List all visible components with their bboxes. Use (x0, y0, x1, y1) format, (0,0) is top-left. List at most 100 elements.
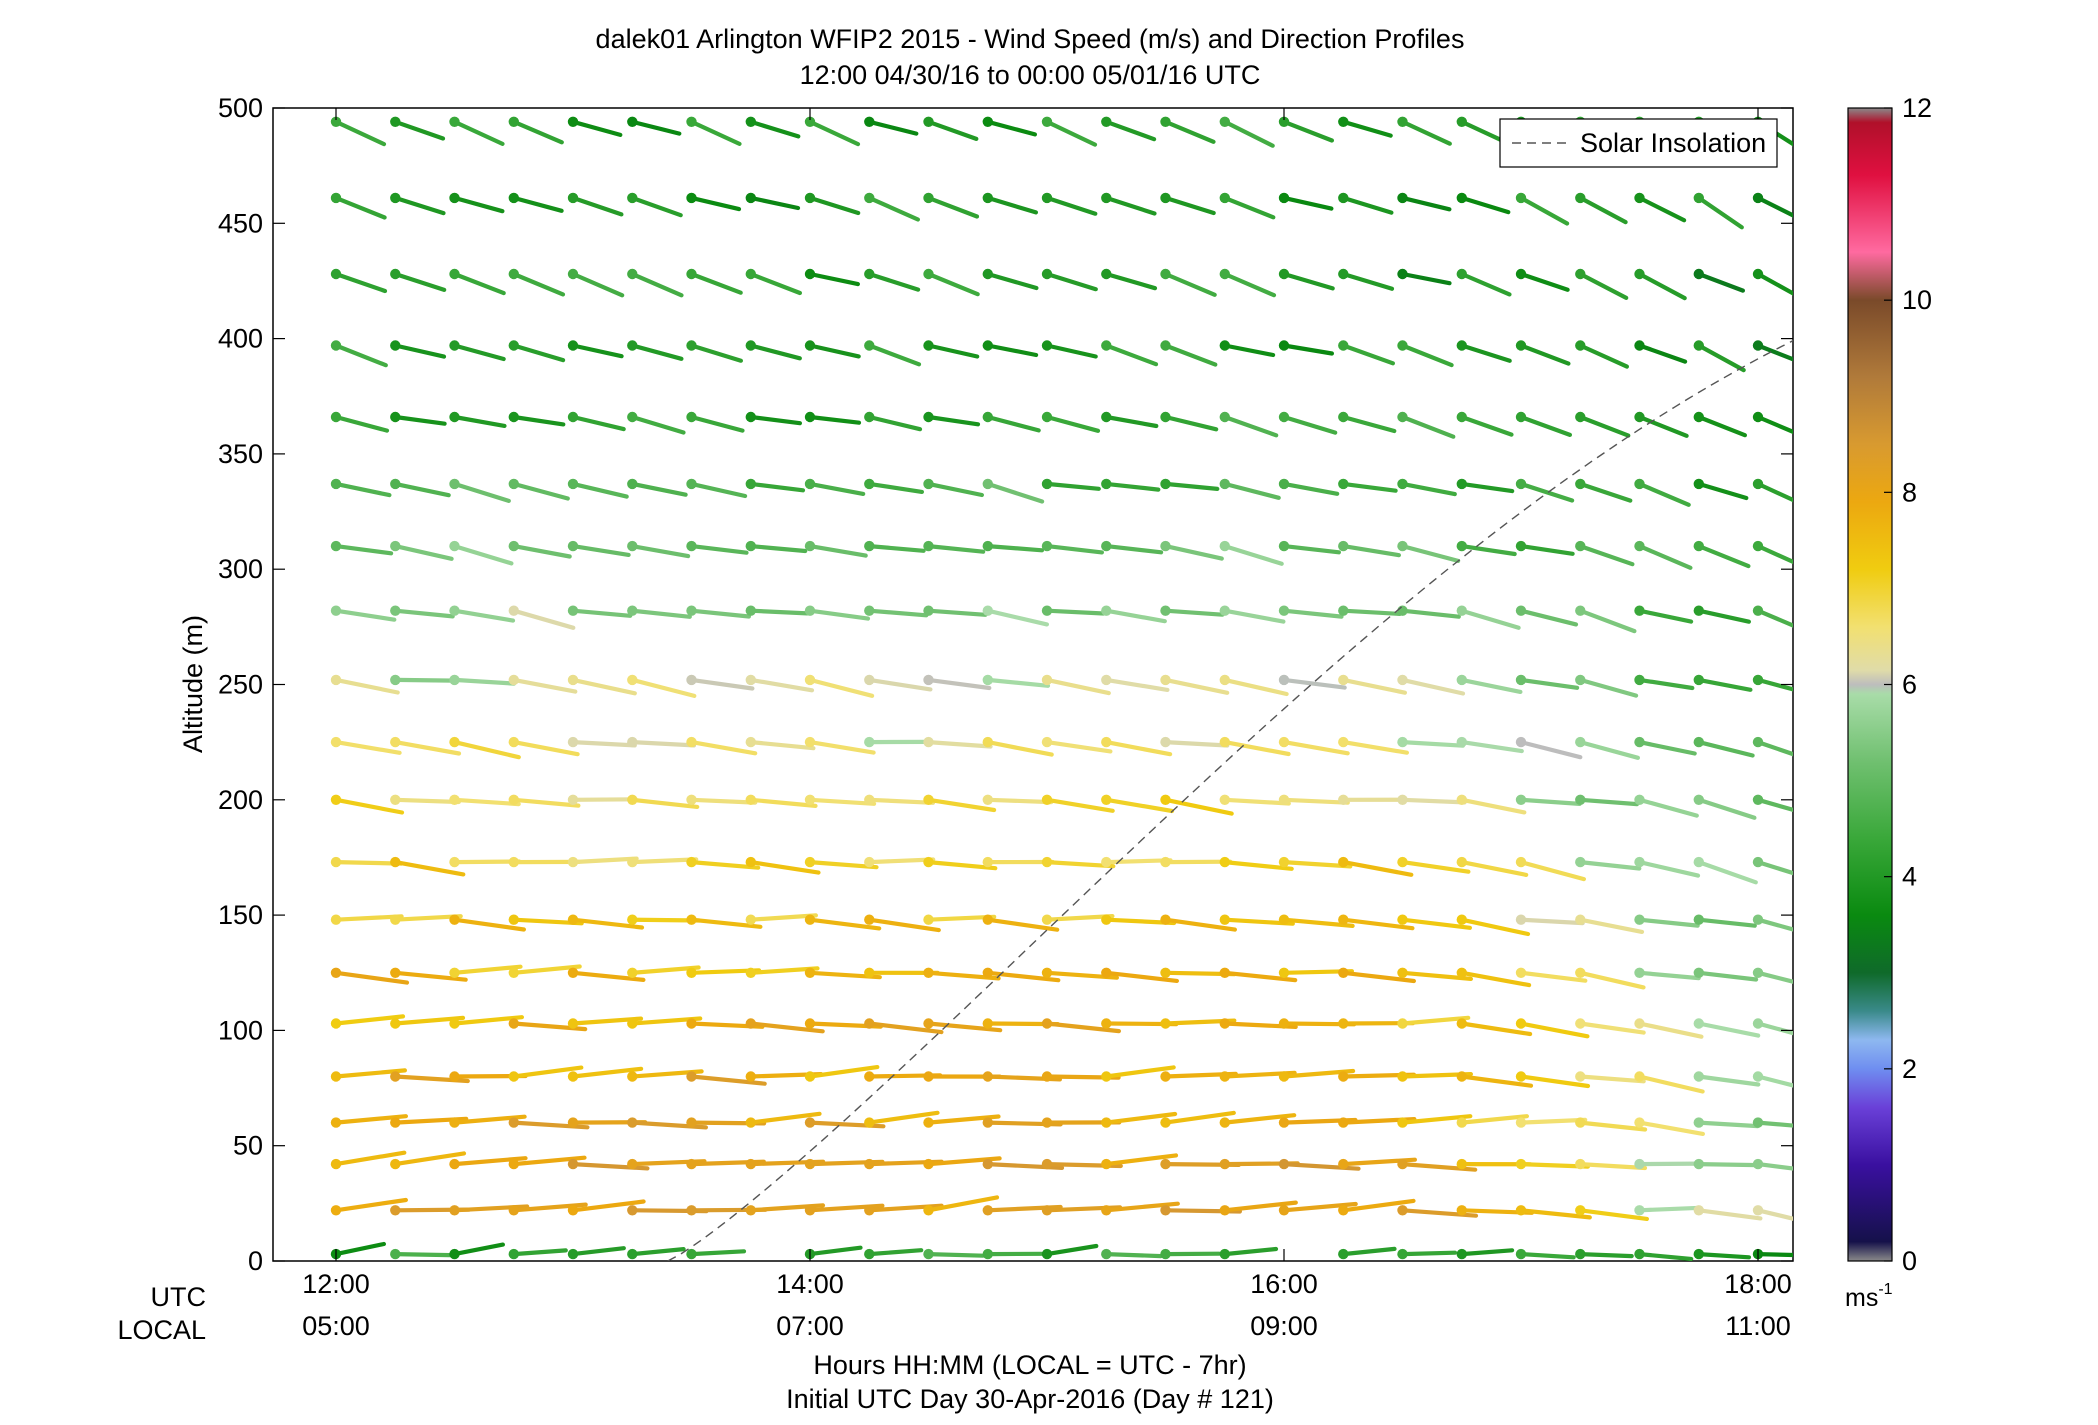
barb-shaft (985, 195, 1039, 215)
barb-dot (804, 340, 816, 351)
barb-dot (567, 192, 579, 204)
barb-shaft (1637, 970, 1701, 981)
barb-shaft (1459, 271, 1512, 297)
barb-shaft (1755, 1251, 1793, 1258)
barb-dot (2049, 606, 2059, 616)
y-tick-label: 350 (218, 439, 263, 469)
barb-shaft (985, 481, 1045, 504)
barb-shaft (1281, 677, 1347, 690)
barb-shaft (1995, 1077, 2044, 1093)
barb-dot (1990, 795, 2000, 805)
barb-shaft (1400, 414, 1456, 439)
barb-shaft (1696, 343, 1746, 373)
barb-dot (1515, 736, 1527, 748)
barb-shaft (1281, 481, 1340, 496)
barb-shaft (1696, 859, 1758, 885)
barb-shaft (630, 271, 684, 298)
barb-dot (390, 340, 401, 351)
barb-dot (1575, 340, 1586, 351)
barb-dot (330, 605, 342, 616)
barb-shaft (1518, 917, 1585, 926)
barb-shaft (1637, 1021, 1704, 1039)
legend-label-solar: Solar Insolation (1580, 128, 1766, 158)
barb-shaft (570, 481, 629, 499)
barb-dot (449, 540, 460, 552)
barb-dot (1752, 1018, 1764, 1029)
barb-shaft (393, 797, 461, 805)
barb-shaft (393, 677, 456, 683)
barb-dot (390, 1071, 401, 1082)
barb-dot (2049, 1159, 2059, 1169)
barb-dot (2049, 412, 2059, 422)
barb-shaft (926, 1021, 1003, 1033)
barb-shaft (1578, 343, 1630, 369)
barb-shaft (2054, 680, 2097, 704)
y-axis-ticks: 0 50 100 150 200 250 300 350 400 450 500 (218, 93, 1793, 1276)
barb-shaft (1755, 1120, 1793, 1128)
barb-shaft (689, 677, 755, 691)
barb-shaft (333, 343, 388, 368)
barb-dot (1693, 192, 1705, 204)
barb-dot (1278, 1117, 1290, 1128)
barb-shaft (1637, 677, 1695, 691)
barb-shaft (452, 917, 527, 932)
barb-shaft (570, 917, 645, 930)
barb-shaft (1163, 414, 1219, 432)
barb-shaft (511, 481, 570, 501)
barb-dot (1990, 412, 2000, 422)
barb-dot (686, 540, 697, 552)
barb-dot (1338, 1117, 1349, 1128)
barb-dot (1634, 540, 1645, 552)
barb-shaft (807, 1245, 863, 1257)
barb-shaft (985, 917, 1060, 932)
barb-shaft (926, 1195, 1000, 1213)
barb-shaft (1044, 677, 1111, 696)
barb-shaft (1341, 543, 1402, 558)
barb-shaft (807, 677, 875, 698)
barb-shaft (1518, 481, 1575, 503)
barb-shaft (1637, 195, 1687, 223)
barb-dot (1219, 411, 1231, 423)
barb-shaft (867, 271, 921, 292)
barb-shaft (1163, 543, 1224, 561)
barb-dot (330, 1117, 342, 1128)
barb-shaft (2054, 1123, 2098, 1137)
barb-shaft (1044, 859, 1116, 869)
barb-dot (1456, 1117, 1468, 1128)
barb-dot (1397, 268, 1408, 280)
barb-shaft (511, 119, 564, 145)
barb-shaft (1578, 1161, 1648, 1171)
barb-dot (864, 1117, 875, 1128)
barb-dot (1456, 1205, 1468, 1216)
barb-dot (1160, 540, 1171, 552)
utc-row-label: UTC (151, 1282, 207, 1312)
barb-shaft (393, 859, 466, 877)
barb-shaft (1104, 858, 1173, 865)
barb-dot (982, 340, 993, 351)
barb-dot (390, 268, 401, 280)
barb-dot (567, 540, 579, 552)
barb-shaft (1995, 1254, 2043, 1261)
barb-shaft (570, 1246, 626, 1257)
barb-dot (627, 192, 638, 204)
barb-dot (982, 736, 993, 748)
barb-shaft (1936, 1123, 1987, 1131)
barb-shaft (1163, 1110, 1236, 1125)
barb-shaft (985, 797, 1054, 805)
barb-dot (1812, 1018, 1822, 1028)
barb-dot (1041, 1117, 1053, 1128)
barb-dot (1160, 794, 1171, 805)
barb-shaft (333, 914, 404, 922)
barb-dot (982, 1248, 993, 1260)
barb-shaft (985, 608, 1050, 627)
barb-shaft (1936, 484, 1980, 509)
barb-shaft (393, 914, 463, 922)
barb-dot (1397, 116, 1408, 128)
barb-shaft (630, 857, 699, 865)
barb-dot (982, 1158, 993, 1170)
barb-shaft (807, 543, 868, 558)
barb-shaft (1755, 1021, 1793, 1036)
barb-shaft (1044, 1021, 1122, 1034)
barb-dot (1397, 340, 1408, 351)
barb-dot (686, 1117, 697, 1128)
